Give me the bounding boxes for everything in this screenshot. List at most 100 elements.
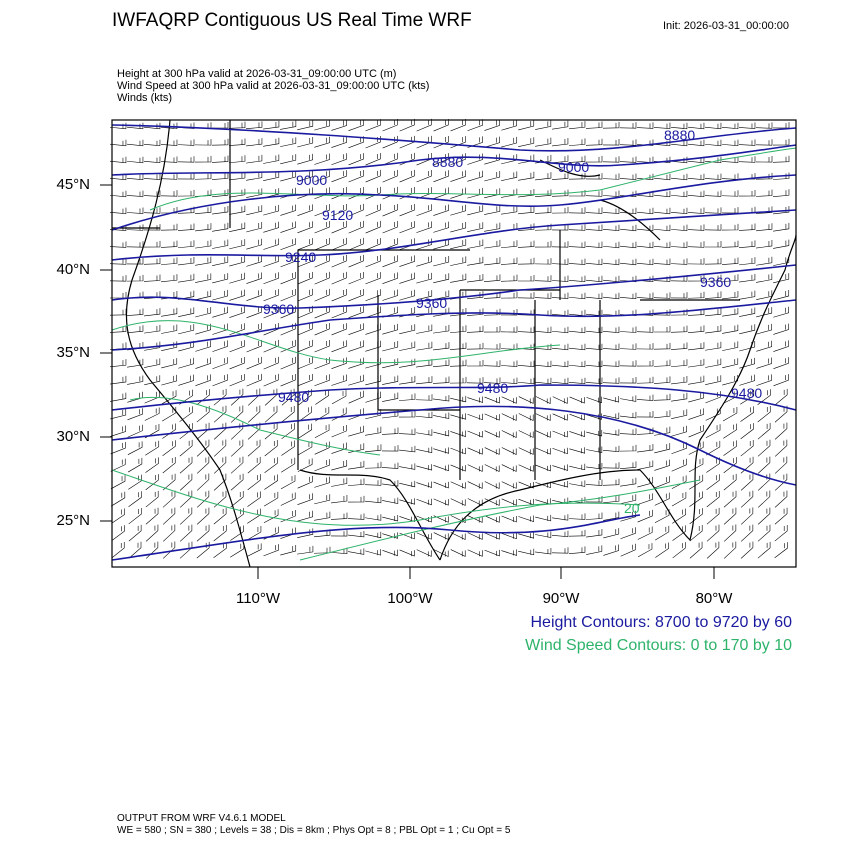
wind-barb (196, 439, 210, 457)
wind-barb (177, 223, 195, 231)
wind-barb (331, 237, 347, 251)
wind-barb (179, 456, 193, 474)
wind-barb (706, 507, 720, 525)
wind-barb (637, 241, 654, 249)
wind-barb (230, 490, 244, 508)
wind-barb (314, 271, 330, 285)
wind-barb (313, 546, 331, 554)
wind-barb (382, 169, 398, 183)
wind-barb (127, 457, 143, 473)
wind-barb (755, 139, 773, 146)
wind-barb (603, 224, 620, 232)
wind-barb (552, 481, 569, 488)
wind-barb (501, 205, 518, 215)
wind-barb (144, 324, 161, 334)
wind-barb (569, 546, 586, 554)
wind-barb (637, 156, 654, 163)
wind-barb (230, 456, 244, 474)
wind-barb (280, 238, 296, 251)
wind-barb (586, 446, 603, 453)
wind-barb (620, 527, 636, 540)
wind-barb (178, 307, 195, 317)
wind-barb (721, 190, 739, 197)
wind-barb (213, 456, 227, 474)
wind-barb (585, 512, 603, 520)
wind-barb (484, 447, 500, 455)
wind-barb (535, 189, 552, 197)
wind-barb (586, 360, 603, 367)
wind-barb (145, 457, 159, 473)
wind-barb (348, 530, 365, 538)
wind-barb (433, 429, 450, 437)
wind-barb (501, 515, 517, 523)
wind-barb (213, 507, 227, 525)
wind-barb (670, 342, 688, 350)
wind-barb (228, 138, 246, 146)
wind-barb (467, 498, 483, 506)
wind-barb (416, 429, 433, 436)
wind-barb (619, 444, 637, 452)
wind-barb (569, 396, 585, 404)
wind-barbs (109, 118, 790, 559)
map-frame (111, 119, 797, 568)
wind-barb (211, 155, 229, 163)
wind-barb (348, 254, 364, 268)
wind-barb (399, 289, 415, 301)
wind-barb (416, 290, 433, 301)
wind-barb (671, 392, 688, 402)
wind-barb (672, 542, 686, 559)
wind-barb (433, 532, 449, 540)
wind-barb (551, 172, 569, 180)
wind-barb (484, 274, 501, 282)
wind-barb (314, 254, 330, 268)
wind-barb (229, 340, 245, 353)
wind-barb (297, 137, 314, 148)
wind-barb (500, 291, 518, 299)
wind-barb (484, 430, 500, 438)
wind-barb (331, 424, 347, 438)
wind-barb (246, 205, 263, 216)
wind-barb (280, 356, 296, 370)
wind-barb (416, 255, 432, 267)
wind-barb (179, 439, 193, 457)
wind-barb (297, 339, 313, 353)
wind-barb (365, 531, 382, 539)
lon-label: 90°W (542, 590, 580, 607)
wind-barb (331, 153, 347, 166)
wind-barb (450, 413, 466, 420)
wind-barb (552, 138, 569, 147)
wind-barb (688, 391, 705, 403)
wind-barb (314, 494, 331, 505)
wind-barb (585, 224, 603, 231)
wind-barb (518, 548, 535, 556)
wind-barb (671, 224, 688, 231)
wind-barb (654, 476, 670, 489)
wind-barb (398, 428, 416, 435)
wind-barb (382, 358, 399, 369)
wind-barb (143, 240, 161, 248)
wind-barb (263, 339, 279, 353)
wind-barb (636, 343, 654, 350)
wind-barb (347, 495, 365, 503)
wind-barb (280, 204, 296, 216)
wind-barb (247, 439, 261, 457)
wind-barb (433, 170, 449, 183)
wind-barb (211, 138, 229, 146)
wind-barb (636, 326, 654, 333)
wind-barb (484, 257, 501, 266)
wind-barb (687, 241, 705, 248)
wind-barb (195, 206, 212, 214)
wind-barb (178, 257, 195, 266)
wind-barb (110, 425, 126, 437)
subtitle-windspeed: Wind Speed at 300 hPa valid at 2026-03-3… (117, 80, 430, 92)
wind-barb (552, 360, 569, 368)
wind-barb (247, 508, 262, 524)
wind-barb (568, 513, 586, 520)
wind-barb (433, 549, 449, 557)
wind-barb (602, 156, 620, 163)
wind-barb (314, 187, 330, 200)
wind-barb (178, 240, 195, 249)
height-label: 9120 (322, 207, 353, 223)
wind-barb (331, 203, 347, 217)
wind-barb (263, 238, 279, 250)
